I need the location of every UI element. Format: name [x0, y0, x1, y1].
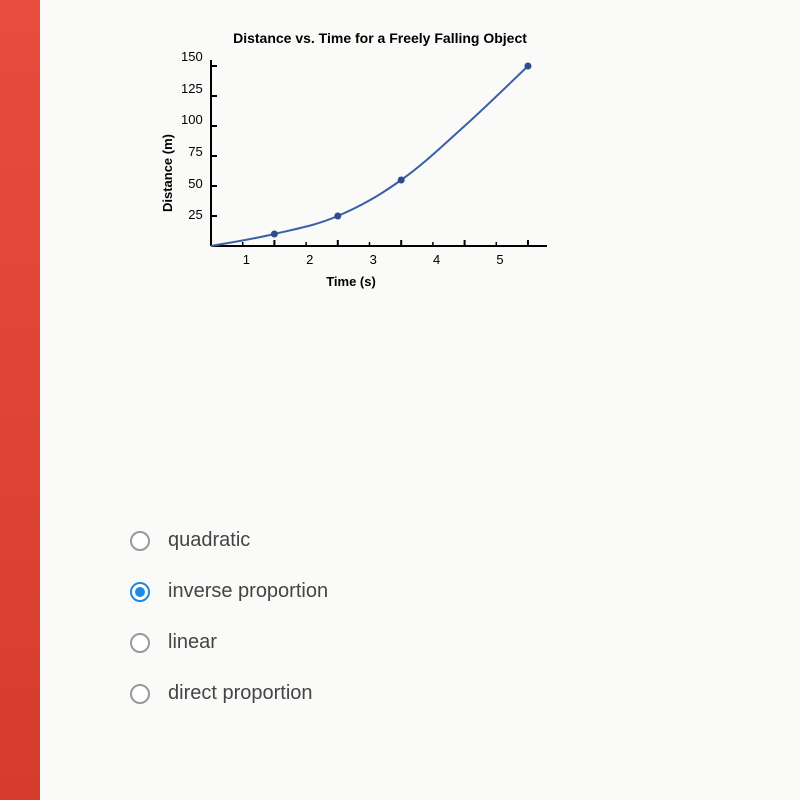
plot-row: 150 125 100 75 50 25 0	[181, 58, 549, 248]
sidebar-accent	[0, 0, 40, 800]
ytick-labels: 150 125 100 75 50 25 0	[181, 58, 203, 248]
plot-area	[209, 58, 549, 248]
xtick-label: 2	[306, 252, 313, 267]
chart-svg	[209, 58, 549, 248]
option-quadratic[interactable]: quadratic	[130, 529, 770, 552]
chart-body: Distance (m) 150 125 100 75 50 25 0	[160, 58, 600, 289]
option-label: quadratic	[168, 529, 250, 552]
radio-icon[interactable]	[130, 531, 150, 551]
option-direct[interactable]: direct proportion	[130, 682, 770, 705]
chart-xlabel: Time (s)	[181, 274, 521, 289]
option-linear[interactable]: linear	[130, 631, 770, 654]
xtick-label: 5	[496, 252, 503, 267]
chart-container: Distance vs. Time for a Freely Falling O…	[160, 30, 600, 289]
xtick-labels: 1 2 3 4 5	[181, 252, 521, 270]
xtick-label: 3	[370, 252, 377, 267]
option-label: inverse proportion	[168, 580, 328, 603]
options-list: quadratic inverse proportion linear direct …	[130, 529, 770, 705]
option-inverse[interactable]: inverse proportion	[130, 580, 770, 603]
chart-title: Distance vs. Time for a Freely Falling O…	[160, 30, 600, 46]
option-label: linear	[168, 631, 217, 654]
chart-ylabel: Distance (m)	[160, 134, 175, 212]
radio-icon[interactable]	[130, 684, 150, 704]
main-content: Distance vs. Time for a Freely Falling O…	[40, 0, 800, 800]
radio-icon[interactable]	[130, 582, 150, 602]
xtick-label: 4	[433, 252, 440, 267]
option-label: direct proportion	[168, 682, 313, 705]
xtick-label: 1	[243, 252, 250, 267]
radio-icon[interactable]	[130, 633, 150, 653]
plot-with-axes: 150 125 100 75 50 25 0 1 2 3 4 5 Time (s)	[181, 58, 549, 289]
